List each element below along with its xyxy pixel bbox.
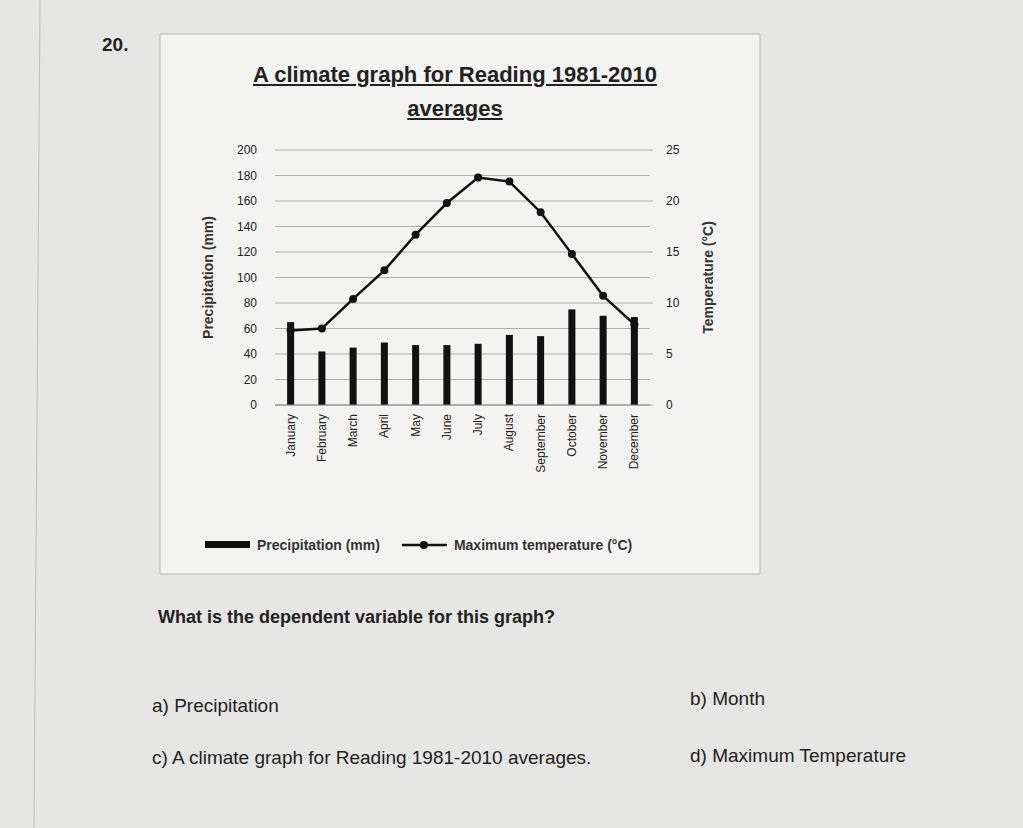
- y2-tick-label: 5: [666, 347, 673, 361]
- precip-bar: [318, 351, 325, 405]
- y2-tick-label: 20: [666, 194, 680, 208]
- temp-marker: [505, 178, 513, 186]
- option-text: Maximum Temperature: [712, 745, 906, 766]
- temp-marker: [537, 208, 545, 216]
- option-letter: a): [152, 695, 174, 716]
- y2-tick: [650, 354, 653, 355]
- y-tick-label: 160: [237, 194, 257, 208]
- temp-marker: [474, 174, 482, 182]
- y-tick-label: 140: [237, 220, 257, 234]
- precip-bar: [443, 345, 450, 405]
- temp-marker: [412, 231, 420, 239]
- x-tick-label: May: [409, 414, 423, 437]
- y-tick-label: 120: [237, 245, 257, 259]
- y-tick-label: 80: [244, 296, 258, 310]
- option-text: A climate graph for Reading 1981-2010 av…: [172, 747, 591, 768]
- y-tick-label: 40: [244, 347, 258, 361]
- x-tick-label: November: [596, 414, 610, 469]
- chart-title: A climate graph for Reading 1981-2010 av…: [235, 58, 675, 126]
- grid-line: [275, 303, 650, 304]
- x-tick-label: January: [284, 414, 298, 457]
- precip-bar: [412, 345, 419, 405]
- y2-tick-label: 10: [666, 296, 680, 310]
- legend-label: Precipitation (mm): [257, 537, 380, 553]
- x-tick-label: July: [471, 414, 485, 435]
- grid-line: [275, 201, 650, 202]
- option-text: Precipitation: [174, 695, 279, 716]
- grid-line: [275, 328, 650, 329]
- option: d) Maximum Temperature: [690, 733, 1023, 779]
- y2-tick: [650, 150, 653, 151]
- y-tick-label: 200: [237, 143, 257, 157]
- chart-frame: [160, 34, 760, 574]
- grid-line: [275, 150, 650, 151]
- precip-bar: [631, 317, 638, 405]
- temp-marker: [287, 327, 295, 335]
- plot-data: [287, 174, 639, 405]
- x-tick-label: February: [315, 414, 329, 462]
- precip-bar: [600, 316, 607, 405]
- option: c) A climate graph for Reading 1981-2010…: [152, 735, 635, 781]
- x-tick-label: August: [502, 413, 516, 451]
- temp-marker: [349, 295, 357, 303]
- option-letter: d): [690, 745, 712, 766]
- y-tick-label: 100: [237, 271, 257, 285]
- legend-swatch: [205, 541, 250, 548]
- precip-bar: [350, 348, 357, 405]
- option-letter: b): [690, 688, 712, 709]
- grid-line: [275, 405, 650, 406]
- grid-line: [275, 252, 650, 253]
- y2-tick: [650, 201, 653, 202]
- y-tick-label: 180: [237, 169, 257, 183]
- temp-marker: [443, 199, 451, 207]
- x-tick-label: December: [627, 414, 641, 469]
- grid-line: [275, 175, 650, 176]
- grid-line: [275, 226, 650, 227]
- temp-marker: [318, 325, 326, 333]
- option-letter: c): [152, 747, 172, 768]
- legend-label: Maximum temperature (°C): [454, 537, 632, 553]
- page-edge: [34, 0, 40, 828]
- precip-bar: [506, 335, 513, 405]
- question-text: What is the dependent variable for this …: [158, 607, 555, 628]
- temp-line: [291, 178, 635, 331]
- y-axis-title: Precipitation (mm): [200, 216, 216, 339]
- precip-bar: [381, 343, 388, 405]
- y2-tick: [650, 405, 653, 406]
- question-number: 20.: [102, 34, 128, 56]
- grid-line: [275, 277, 650, 278]
- grid-line: [275, 354, 650, 355]
- grid-line: [275, 379, 650, 380]
- legend-swatch: [420, 541, 428, 549]
- x-axis: [275, 405, 650, 406]
- y-tick-label: 20: [244, 373, 258, 387]
- precip-bar: [287, 322, 294, 405]
- option-text: Month: [712, 688, 765, 709]
- x-tick-label: March: [346, 414, 360, 447]
- temp-marker: [599, 292, 607, 300]
- option: a) Precipitation: [152, 683, 485, 729]
- y2-tick: [650, 252, 653, 253]
- precip-bar: [537, 336, 544, 405]
- option: b) Month: [690, 676, 1023, 722]
- y2-tick-label: 25: [666, 143, 680, 157]
- temp-marker: [568, 250, 576, 258]
- x-tick-label: June: [440, 414, 454, 440]
- x-tick-label: September: [534, 414, 548, 473]
- temp-marker: [630, 320, 638, 328]
- y2-tick-label: 0: [666, 398, 673, 412]
- x-tick-label: October: [565, 414, 579, 457]
- x-tick-label: April: [377, 414, 391, 438]
- precip-bar: [475, 344, 482, 405]
- y2-tick-label: 15: [666, 245, 680, 259]
- precip-bar: [568, 309, 575, 405]
- y-tick-label: 60: [244, 322, 258, 336]
- y-tick-label: 0: [250, 398, 257, 412]
- y2-axis-title: Temperature (°C): [700, 221, 716, 334]
- y2-tick: [650, 303, 653, 304]
- temp-marker: [380, 266, 388, 274]
